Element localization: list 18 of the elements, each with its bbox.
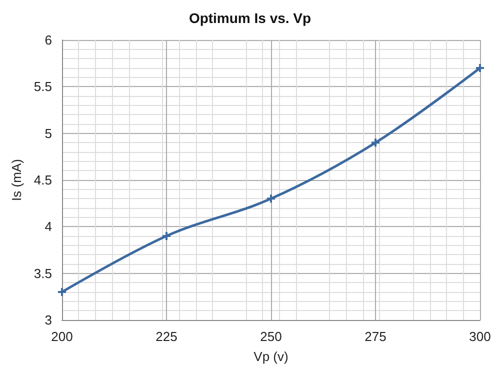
y-tick-label: 5 xyxy=(44,126,52,141)
x-tick-label: 275 xyxy=(364,329,386,344)
y-tick-label: 6 xyxy=(44,32,52,48)
x-tick-label: 300 xyxy=(469,329,491,344)
point xyxy=(370,138,380,148)
y-tick-label: 3.5 xyxy=(34,266,52,281)
y-tick-label: 4.5 xyxy=(34,172,52,188)
y-tick-label: 4 xyxy=(44,219,52,234)
point xyxy=(266,194,276,204)
x-axis-title: Vp (v) xyxy=(254,349,288,364)
x-tick-label: 200 xyxy=(51,329,73,344)
chart-title: Optimum Is vs. Vp xyxy=(188,10,312,26)
x-tick-label: 225 xyxy=(156,329,178,344)
y-tick-label: 5.5 xyxy=(34,79,52,94)
y-tick-label: 3 xyxy=(44,312,52,328)
y-axis-title: Is (mA) xyxy=(9,159,24,201)
x-tick-label: 250 xyxy=(260,329,282,344)
point xyxy=(162,231,172,241)
